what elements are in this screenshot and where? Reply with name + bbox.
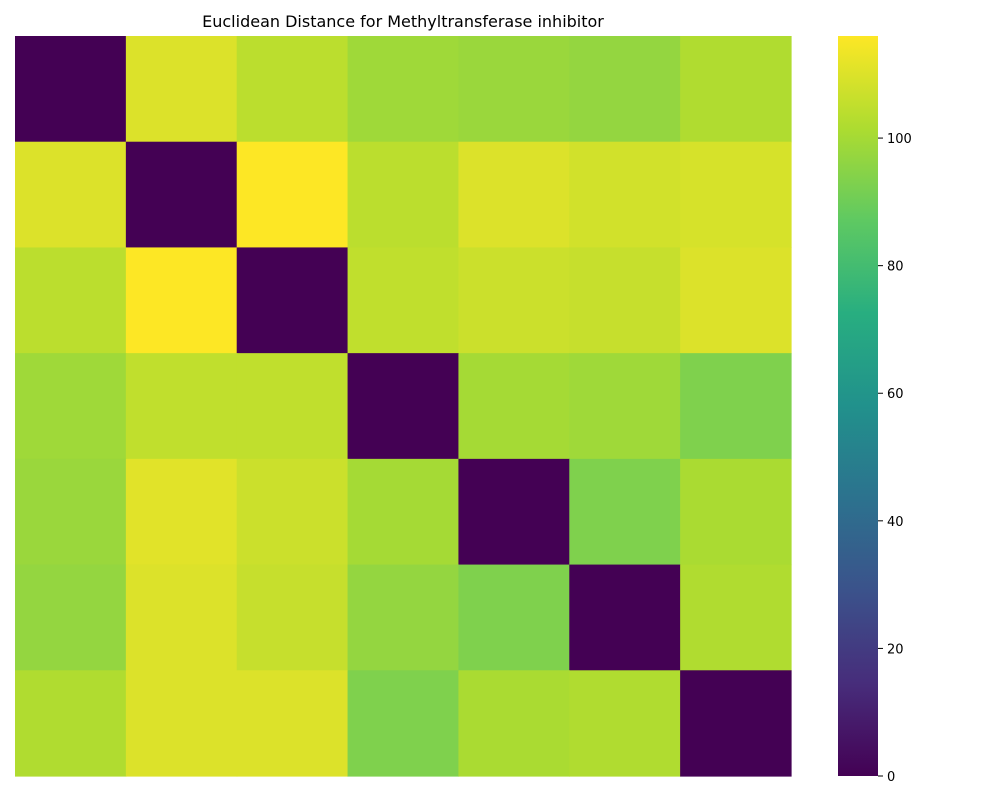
heatmap-cell-r6-c5 (569, 670, 681, 777)
heatmap-cell-r6-c1 (125, 670, 238, 777)
colorbar-tick-label: 0 (887, 770, 895, 785)
heatmap-cell-r0-c3 (347, 36, 460, 143)
heatmap-cell-r3-c0 (15, 353, 127, 460)
colorbar-tick-label: 100 (887, 132, 912, 147)
heatmap-cell-r3-c3 (347, 353, 460, 460)
heatmap-cell-r3-c1 (125, 353, 238, 460)
heatmap-cell-r5-c4 (458, 564, 570, 671)
heatmap-cell-r1-c2 (236, 141, 349, 249)
colorbar-ticks: 0 20 40 60 80 100 (878, 132, 912, 785)
heatmap-cell-r6-c6 (680, 670, 792, 777)
heatmap-cell-r2-c4 (458, 247, 570, 354)
colorbar-tick-label: 60 (887, 387, 904, 402)
heatmap-cell-r0-c0 (15, 36, 127, 143)
chart-title: Euclidean Distance for Methyltransferase… (202, 12, 604, 31)
colorbar (838, 36, 878, 776)
heatmap-cell-r4-c5 (569, 458, 681, 566)
heatmap-cell-r4-c0 (15, 458, 127, 566)
heatmap-cell-r5-c1 (125, 564, 238, 671)
heatmap-cell-r1-c4 (458, 141, 570, 249)
heatmap-cell-r5-c5 (569, 564, 681, 671)
heatmap-cell-r1-c0 (15, 141, 127, 249)
heatmap-cell-r5-c6 (680, 564, 792, 671)
heatmap-cell-r1-c6 (680, 141, 792, 249)
heatmap-cell-r6-c4 (458, 670, 570, 777)
heatmap-cell-r3-c2 (236, 353, 349, 460)
heatmap-cell-r4-c6 (680, 458, 792, 566)
heatmap-cell-r2-c6 (680, 247, 792, 354)
heatmap-cell-r4-c4 (458, 458, 570, 566)
heatmap-cell-r2-c5 (569, 247, 681, 354)
colorbar-tick-label: 80 (887, 260, 904, 275)
heatmap-cells (15, 36, 792, 777)
heatmap-cell-r4-c1 (125, 458, 238, 566)
heatmap-cell-r2-c2 (236, 247, 349, 354)
heatmap-cell-r0-c2 (236, 36, 349, 143)
heatmap-cell-r0-c5 (569, 36, 681, 143)
colorbar-tick-label: 20 (887, 642, 904, 657)
heatmap-cell-r1-c5 (569, 141, 681, 249)
heatmap-cell-r5-c0 (15, 564, 127, 671)
heatmap-cell-r0-c6 (680, 36, 792, 143)
heatmap-cell-r6-c3 (347, 670, 460, 777)
heatmap-cell-r5-c3 (347, 564, 460, 671)
heatmap-cell-r3-c6 (680, 353, 792, 460)
heatmap-cell-r2-c1 (125, 247, 238, 354)
heatmap-cell-r4-c2 (236, 458, 349, 566)
heatmap-cell-r4-c3 (347, 458, 460, 566)
heatmap-cell-r6-c0 (15, 670, 127, 777)
heatmap-cell-r0-c4 (458, 36, 570, 143)
heatmap-cell-r3-c4 (458, 353, 570, 460)
heatmap-cell-r0-c1 (125, 36, 238, 143)
heatmap-cell-r1-c3 (347, 141, 460, 249)
heatmap-cell-r1-c1 (125, 141, 238, 249)
heatmap-cell-r2-c3 (347, 247, 460, 354)
heatmap-cell-r3-c5 (569, 353, 681, 460)
heatmap-cell-r2-c0 (15, 247, 127, 354)
heatmap-cell-r5-c2 (236, 564, 349, 671)
heatmap-cell-r6-c2 (236, 670, 349, 777)
colorbar-tick-label: 40 (887, 515, 904, 530)
